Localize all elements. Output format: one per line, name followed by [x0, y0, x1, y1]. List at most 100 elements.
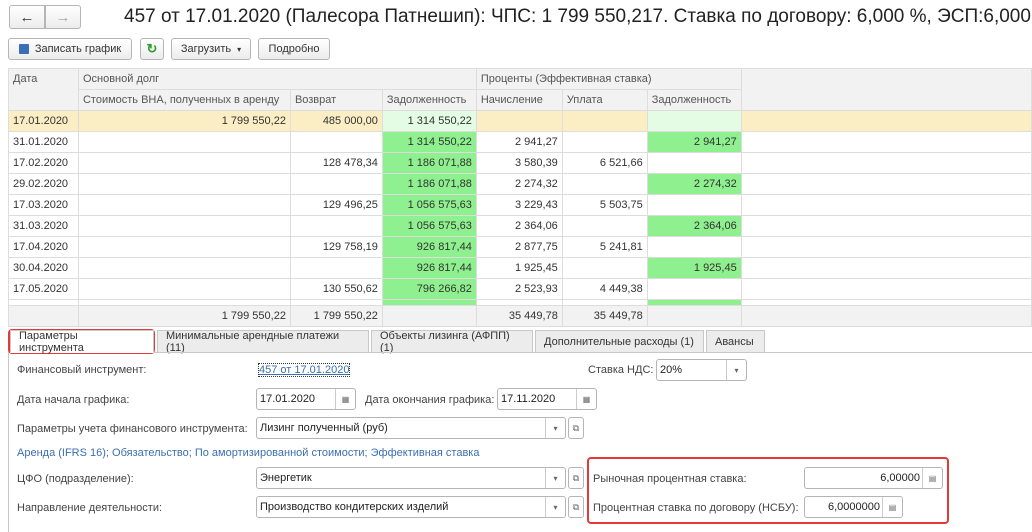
- header-empty: [740, 68, 1032, 111]
- table-cell: [77, 194, 291, 216]
- dropdown-icon[interactable]: ▾: [545, 418, 565, 438]
- table-row[interactable]: 17.04.2020 129 758,19 926 817,44 2 877,75 5 …: [8, 236, 1032, 258]
- end-date-field[interactable]: 17.11.2020 ▦: [497, 388, 597, 410]
- column-header[interactable]: Задолженность: [381, 89, 477, 111]
- table-cell: 2 364,06: [646, 215, 742, 237]
- table-cell: 485 000,00: [289, 110, 383, 132]
- refresh-button[interactable]: ↻: [140, 38, 164, 60]
- dropdown-icon[interactable]: ▾: [545, 468, 565, 488]
- open-icon[interactable]: ⧉: [568, 467, 584, 489]
- table-cell: 6 521,66: [561, 152, 648, 174]
- direction-label: Направление деятельности:: [17, 502, 163, 514]
- table-cell: [561, 215, 648, 237]
- load-button[interactable]: Загрузить ▾: [171, 38, 251, 60]
- market-rate-label: Рыночная процентная ставка:: [593, 473, 747, 485]
- table-cell: [561, 110, 648, 132]
- fin-instrument-link[interactable]: 457 от 17.01.2020: [257, 363, 351, 377]
- table-row[interactable]: 17.03.2020 129 496,25 1 056 575,63 3 229,43…: [8, 194, 1032, 216]
- table-cell: 129 758,19: [289, 236, 383, 258]
- dropdown-icon[interactable]: ▾: [726, 360, 746, 380]
- column-header[interactable]: Уплата: [561, 89, 648, 111]
- table-cell: 1 925,45: [646, 257, 742, 279]
- table-cell: 29.02.2020: [8, 173, 79, 195]
- open-icon[interactable]: ⧉: [568, 496, 584, 518]
- calculator-icon[interactable]: ▤: [922, 468, 942, 488]
- total-cell: [8, 305, 79, 327]
- table-cell: [77, 131, 291, 153]
- forward-button[interactable]: →: [45, 5, 81, 29]
- table-cell: 2 274,32: [475, 173, 563, 195]
- params-select[interactable]: Лизинг полученный (руб) ▾: [256, 417, 566, 439]
- calendar-icon[interactable]: ▦: [576, 389, 596, 409]
- forward-arrow-icon: →: [55, 8, 71, 26]
- direction-select[interactable]: Производство кондитерских изделий ▾: [256, 496, 566, 518]
- table-row[interactable]: 17.01.2020 1 799 550,22 485 000,00 1 314 55…: [8, 110, 1032, 132]
- table-row[interactable]: 31.03.2020 1 056 575,63 2 364,06 2 364,06: [8, 215, 1032, 237]
- table-cell: 5 503,75: [561, 194, 648, 216]
- table-cell: 1 314 550,22: [381, 110, 477, 132]
- table-cell: 1 314 550,22: [381, 131, 477, 153]
- table-cell-empty: [740, 278, 1032, 300]
- header-date[interactable]: Дата: [8, 68, 79, 111]
- table-cell-empty: [740, 152, 1032, 174]
- open-icon[interactable]: ⧉: [568, 417, 584, 439]
- table-row[interactable]: 30.04.2020 926 817,44 1 925,45 1 925,45: [8, 257, 1032, 279]
- tab-0[interactable]: Параметры инструмента: [10, 330, 154, 354]
- table-cell: [289, 131, 383, 153]
- market-rate-value: 6,00000: [880, 472, 920, 484]
- dropdown-icon[interactable]: ▾: [545, 497, 565, 517]
- table-cell: 796 266,82: [381, 278, 477, 300]
- tab-3[interactable]: Дополнительные расходы (1): [535, 330, 704, 353]
- back-button[interactable]: ←: [9, 5, 45, 29]
- table-cell-empty: [740, 173, 1032, 195]
- table-row[interactable]: 31.01.2020 1 314 550,22 2 941,27 2 941,27: [8, 131, 1032, 153]
- table-row[interactable]: 17.05.2020 130 550,62 796 266,82 2 523,93 4 …: [8, 278, 1032, 300]
- table-cell: 1 056 575,63: [381, 215, 477, 237]
- column-header[interactable]: Стоимость ВНА, полученных в аренду: [77, 89, 291, 111]
- cfo-value: Энергетик: [260, 472, 312, 484]
- table-cell: 2 941,27: [475, 131, 563, 153]
- total-cell-empty: [740, 305, 1032, 327]
- contract-rate-value: 6,0000000: [828, 501, 880, 513]
- table-cell: 3 229,43: [475, 194, 563, 216]
- table-cell-empty: [740, 194, 1032, 216]
- calculator-icon[interactable]: ▤: [882, 497, 902, 517]
- column-header[interactable]: Начисление: [475, 89, 563, 111]
- table-cell: 926 817,44: [381, 257, 477, 279]
- tab-1[interactable]: Минимальные арендные платежи (11): [157, 330, 369, 354]
- params-description[interactable]: Аренда (IFRS 16); Обязательство; По амор…: [17, 447, 480, 459]
- table-cell: 3 580,39: [475, 152, 563, 174]
- tab-4[interactable]: Авансы: [706, 330, 765, 353]
- table-cell: 2 877,75: [475, 236, 563, 258]
- schedule-table[interactable]: Дата Основной долг Проценты (Эффективная с…: [8, 68, 1032, 327]
- start-date-field[interactable]: 17.01.2020 ▦: [256, 388, 356, 410]
- table-cell: [77, 257, 291, 279]
- save-schedule-button[interactable]: Записать график: [8, 38, 132, 60]
- totals-row: 1 799 550,22 1 799 550,22 35 449,78 35 449,…: [8, 305, 1032, 327]
- table-cell: 128 478,34: [289, 152, 383, 174]
- table-cell: 17.04.2020: [8, 236, 79, 258]
- calendar-icon[interactable]: ▦: [335, 389, 355, 409]
- table-cell-empty: [740, 215, 1032, 237]
- column-header[interactable]: Возврат: [289, 89, 383, 111]
- cfo-select[interactable]: Энергетик ▾: [256, 467, 566, 489]
- vat-value: 20%: [660, 364, 683, 376]
- vat-select[interactable]: 20% ▾: [656, 359, 747, 381]
- table-row[interactable]: 29.02.2020 1 186 071,88 2 274,32 2 274,32: [8, 173, 1032, 195]
- table-cell: 31.03.2020: [8, 215, 79, 237]
- table-row[interactable]: 17.02.2020 128 478,34 1 186 071,88 3 580,39…: [8, 152, 1032, 174]
- market-rate-field[interactable]: 6,00000 ▤: [804, 467, 943, 489]
- table-cell: [77, 152, 291, 174]
- details-button[interactable]: Подробно: [258, 38, 330, 60]
- contract-rate-field[interactable]: 6,0000000 ▤: [804, 496, 903, 518]
- tab-2[interactable]: Объекты лизинга (АФПП) (1): [371, 330, 533, 354]
- vat-label: Ставка НДС:: [588, 364, 654, 376]
- table-cell: [561, 257, 648, 279]
- column-header[interactable]: Задолженность: [646, 89, 742, 111]
- total-cell: 1 799 550,22: [77, 305, 291, 327]
- params-label: Параметры учета финансового инструмента:: [17, 423, 248, 435]
- total-cell: 35 449,78: [561, 305, 648, 327]
- table-cell: [646, 236, 742, 258]
- table-cell-empty: [740, 236, 1032, 258]
- table-cell: 2 523,93: [475, 278, 563, 300]
